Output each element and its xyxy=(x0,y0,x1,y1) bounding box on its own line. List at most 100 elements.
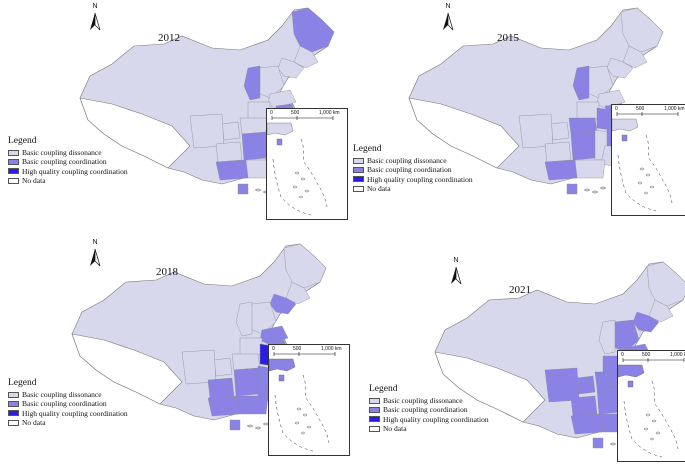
province-guangxi xyxy=(215,159,249,181)
province-hubei xyxy=(239,117,269,135)
legend-swatch xyxy=(353,157,364,164)
legend: Legend Basic coupling dissonance Basic cou… xyxy=(369,384,489,433)
province-heilongjiang xyxy=(291,7,335,53)
province-shanxi xyxy=(572,65,590,101)
legend-item: Basic coupling dissonance xyxy=(8,148,128,157)
north-arrow-icon: N xyxy=(88,239,102,268)
map-panel-2021: 2021 N Legend Basic coupling dissonance Basi… xyxy=(343,232,685,464)
legend-swatch xyxy=(8,410,19,417)
legend-label: Basic coupling dissonance xyxy=(367,156,447,165)
north-arrow-icon: N xyxy=(449,257,463,286)
province-guangdong xyxy=(572,159,606,179)
scale-zero: 0 xyxy=(615,106,618,112)
legend-item: Basic coupling dissonance xyxy=(353,156,473,165)
inset-map xyxy=(267,116,334,216)
no-data-region xyxy=(79,97,191,169)
legend-item: High quality coupling coordination xyxy=(8,167,128,176)
no-data-region xyxy=(408,97,520,169)
south-china-sea-inset: 0 500 1,000 km xyxy=(611,104,685,216)
legend-label: No data xyxy=(367,183,391,193)
province-guangxi xyxy=(544,159,578,181)
province-jilin xyxy=(293,45,319,69)
north-label: N xyxy=(453,257,459,264)
legend-label: High quality coupling coordination xyxy=(367,174,473,184)
legend-label: Basic coupling dissonance xyxy=(22,390,102,399)
legend-label: High quality coupling coordination xyxy=(22,408,128,418)
province-guangxi xyxy=(207,395,241,417)
legend-label: No data xyxy=(22,417,46,427)
legend-item: Basic coupling dissonance xyxy=(369,396,489,405)
legend-swatch xyxy=(369,416,380,423)
inset-map xyxy=(618,358,685,458)
legend-label: Basic coupling dissonance xyxy=(22,148,102,157)
scale-mid: 500 xyxy=(642,352,651,358)
province-guangdong xyxy=(235,395,269,415)
north-arrow-icon: N xyxy=(88,3,102,32)
legend-label: Basic coupling coordination xyxy=(367,165,452,175)
china-map xyxy=(71,243,327,431)
province-heilongjiang xyxy=(283,243,327,289)
legend-item: High quality coupling coordination xyxy=(369,415,489,424)
legend-swatch xyxy=(8,400,19,407)
legend-item: Basic coupling dissonance xyxy=(8,390,128,399)
scale-zero: 0 xyxy=(621,352,624,358)
legend-title: Legend xyxy=(369,384,398,394)
province-guangxi xyxy=(570,413,604,435)
province-hubei xyxy=(231,353,261,371)
scale-max: 1,000 km xyxy=(321,346,342,352)
map-year-label: 2015 xyxy=(497,32,519,44)
legend-swatch xyxy=(8,168,19,175)
scale-mid: 500 xyxy=(293,346,302,352)
scale-zero: 0 xyxy=(270,110,273,116)
legend-item: Basic coupling coordination xyxy=(8,157,128,166)
legend: Legend Basic coupling dissonance Basic cou… xyxy=(8,136,128,185)
legend-label: High quality coupling coordination xyxy=(22,166,128,176)
legend-item: High quality coupling coordination xyxy=(353,175,473,184)
legend-label: Basic coupling dissonance xyxy=(383,396,463,405)
province-jilin xyxy=(622,45,648,69)
province-sichuan xyxy=(518,113,554,149)
legend-swatch xyxy=(8,149,19,156)
province-shanxi xyxy=(235,301,253,337)
legend-label: Basic coupling coordination xyxy=(383,405,468,415)
legend-swatch xyxy=(8,391,19,398)
province-hainan xyxy=(566,183,578,195)
map-panel-2015: 2015 N Legend Basic coupling dissonance Basi… xyxy=(343,0,685,232)
legend-swatch xyxy=(353,166,364,173)
legend: Legend Basic coupling dissonance Basic cou… xyxy=(8,378,128,427)
province-hainan xyxy=(592,437,604,449)
legend-swatch xyxy=(8,158,19,165)
province-jilin xyxy=(648,299,674,323)
province-guizhou xyxy=(207,377,235,399)
legend-swatch xyxy=(353,185,364,192)
scale-mid: 500 xyxy=(291,110,300,116)
scale-mid: 500 xyxy=(636,106,645,112)
province-sichuan xyxy=(189,113,225,149)
inset-map xyxy=(269,352,336,452)
map-year-label: 2012 xyxy=(158,32,180,44)
legend-item: No data xyxy=(369,424,489,433)
legend: Legend Basic coupling dissonance Basic cou… xyxy=(353,144,473,193)
province-jilin xyxy=(285,281,311,305)
province-chongqing xyxy=(213,357,233,377)
province-chongqing xyxy=(550,121,570,141)
province-hubei xyxy=(568,117,598,135)
province-sichuan xyxy=(544,367,580,403)
province-hunan xyxy=(241,131,267,161)
legend-label: No data xyxy=(22,175,46,185)
legend-item: Basic coupling coordination xyxy=(353,165,473,174)
province-hainan xyxy=(237,183,249,195)
legend-swatch xyxy=(369,425,380,432)
legend-item: Basic coupling coordination xyxy=(369,405,489,414)
no-data-region xyxy=(434,351,546,423)
province-chongqing xyxy=(221,121,241,141)
province-anhui xyxy=(596,107,612,131)
legend-swatch xyxy=(353,176,364,183)
legend-title: Legend xyxy=(8,378,37,388)
legend-label: Basic coupling coordination xyxy=(22,157,107,167)
south-china-sea-inset: 0 500 1,000 km xyxy=(268,344,350,456)
scale-max: 1,000 km xyxy=(670,352,685,358)
scale-zero: 0 xyxy=(272,346,275,352)
province-chongqing xyxy=(576,375,596,395)
legend-item: Basic coupling coordination xyxy=(8,399,128,408)
